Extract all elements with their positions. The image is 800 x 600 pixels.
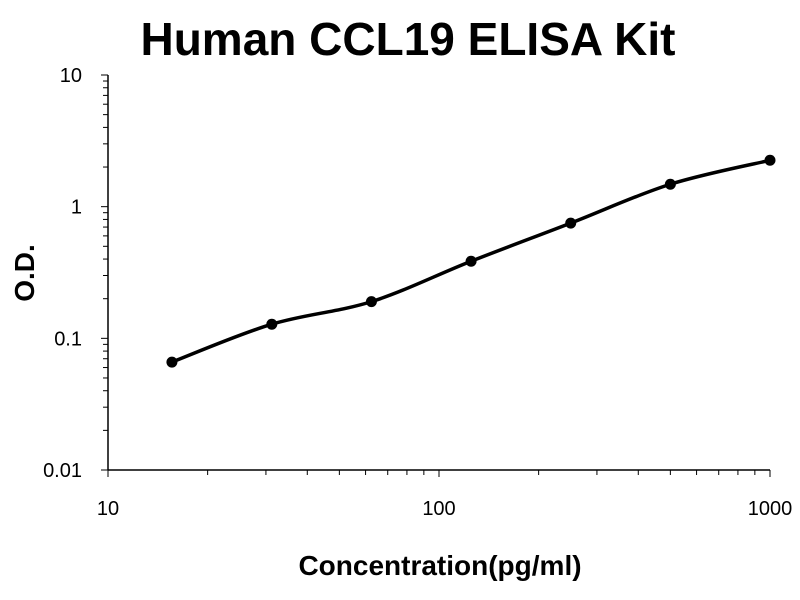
data-point	[465, 255, 477, 267]
y-tick-labels: 0.01 0.1 1 10	[43, 65, 82, 482]
data-point	[166, 356, 178, 368]
x-axis-title: Concentration(pg/ml)	[298, 550, 581, 581]
y-tick-label: 0.01	[43, 460, 82, 482]
axes	[101, 74, 771, 477]
chart-title: Human CCL19 ELISA Kit	[140, 13, 675, 65]
y-axis-title: O.D.	[9, 244, 40, 302]
data-point	[266, 318, 278, 330]
data-point	[764, 154, 776, 166]
y-tick-label: 10	[60, 65, 82, 87]
data-points	[166, 154, 776, 368]
y-tick-label: 0.1	[54, 328, 82, 350]
data-point	[365, 296, 377, 308]
x-tick-labels: 10 100 1000	[97, 498, 792, 520]
x-tick-label: 1000	[748, 498, 793, 520]
y-tick-label: 1	[71, 197, 82, 219]
data-point	[565, 217, 577, 229]
data-point	[664, 178, 676, 190]
x-tick-label: 10	[97, 498, 119, 520]
x-tick-label: 100	[422, 498, 455, 520]
